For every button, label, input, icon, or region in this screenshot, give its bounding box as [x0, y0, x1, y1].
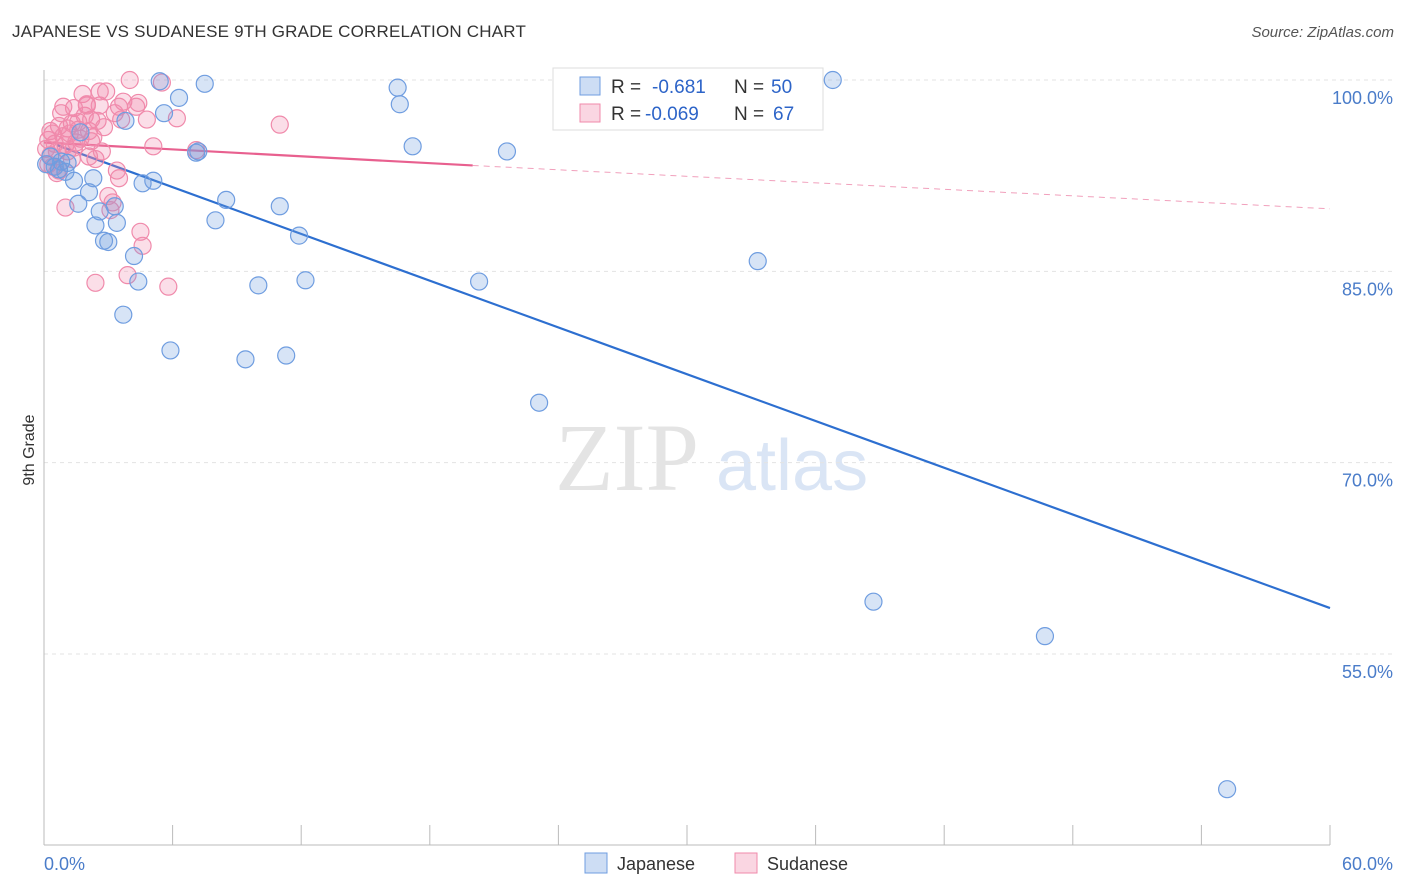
japanese-point: [52, 152, 71, 171]
japanese-point: [169, 88, 189, 107]
sudanese-point: [144, 137, 163, 156]
chart-source: Source: ZipAtlas.com: [1251, 24, 1394, 41]
watermark-atlas: atlas: [716, 426, 868, 506]
sudanese-point: [86, 273, 105, 292]
japanese-point: [530, 393, 549, 412]
trend-lines: [43, 141, 1331, 610]
sudanese-point: [43, 124, 62, 143]
legend-japanese-n-label: N =: [734, 77, 764, 98]
japanese-point: [86, 216, 105, 235]
legend-sudanese-n-label: N =: [734, 104, 764, 125]
japanese-point: [217, 190, 236, 210]
japanese-point: [99, 232, 118, 252]
tick-labels: 100.0% 85.0% 70.0% 55.0% 0.0% 60.0%: [44, 88, 1393, 874]
japanese-point: [133, 174, 152, 193]
japanese-point: [58, 153, 77, 173]
sudanese-point: [97, 82, 116, 101]
japanese-point: [748, 252, 767, 271]
japanese-point: [497, 142, 517, 161]
sudanese-point: [118, 266, 137, 285]
japanese-point: [1035, 627, 1055, 646]
legend-sudanese-r-value: -0.069: [645, 104, 699, 125]
sudanese-point: [129, 93, 148, 113]
x-tick-label-max: 60.0%: [1342, 854, 1393, 874]
chart-title: JAPANESE VS SUDANESE 9TH GRADE CORRELATI…: [12, 22, 527, 41]
japanese-point: [270, 197, 289, 216]
sudanese-point: [77, 95, 96, 114]
japanese-point: [249, 276, 268, 295]
japanese-point: [388, 78, 407, 97]
japanese-point: [114, 305, 133, 324]
x-tick-label-min: 0.0%: [44, 854, 85, 874]
sudanese-point: [270, 115, 289, 134]
series-legend-swatch-sudanese: [734, 852, 758, 874]
y-tick-label: 100.0%: [1332, 88, 1393, 108]
japanese-point: [277, 346, 296, 365]
japanese-point: [154, 104, 174, 123]
series-legend-swatch-japanese: [584, 852, 608, 874]
japanese-point: [289, 226, 309, 245]
sudanese-point: [109, 169, 129, 188]
japanese-point: [107, 213, 126, 232]
legend-swatch-sudanese: [579, 103, 601, 123]
series-legend-label-japanese: Japanese: [617, 854, 695, 874]
sudanese-point: [120, 70, 139, 90]
japanese-point: [864, 592, 883, 611]
japanese-point: [71, 123, 90, 142]
y-tick-label: 70.0%: [1342, 471, 1393, 491]
japanese-point: [823, 70, 842, 90]
japanese-point: [129, 272, 148, 291]
y-tick-label: 85.0%: [1342, 279, 1393, 299]
y-axis-title: 9th Grade: [21, 414, 38, 485]
japanese-trend-line: [56, 144, 1331, 610]
sudanese-point: [131, 222, 150, 241]
data-points: [37, 70, 1237, 799]
sudanese-trend-extension: [472, 164, 1331, 210]
sudanese-point: [90, 82, 109, 101]
japanese-point: [189, 142, 208, 161]
sudanese-point: [54, 97, 73, 116]
japanese-point: [403, 137, 422, 156]
axes: [43, 70, 1331, 846]
japanese-point: [41, 147, 60, 166]
japanese-point: [64, 171, 84, 190]
legend-japanese-r-label: R =: [611, 77, 641, 98]
japanese-point: [1218, 780, 1237, 799]
watermark-zip: ZIP: [555, 404, 699, 511]
japanese-point: [144, 171, 163, 190]
japanese-point: [469, 272, 489, 291]
japanese-point: [236, 350, 255, 369]
japanese-point: [195, 74, 214, 93]
stats-legend: R = -0.681 N = 50 R = -0.069 N = 67: [552, 67, 824, 131]
japanese-point: [116, 111, 135, 130]
legend-sudanese-r-label: R =: [611, 104, 641, 125]
japanese-point: [79, 183, 99, 202]
japanese-point: [124, 246, 144, 266]
legend-sudanese-n-value: 67: [773, 104, 794, 125]
sudanese-point: [94, 118, 114, 137]
series-legend: Japanese Sudanese: [584, 852, 848, 874]
japanese-point: [206, 211, 225, 230]
japanese-point: [105, 197, 124, 216]
japanese-point: [296, 271, 315, 290]
sudanese-point: [137, 110, 156, 129]
japanese-point: [150, 72, 169, 91]
legend-japanese-r-value: -0.681: [652, 77, 706, 98]
japanese-point: [390, 95, 409, 114]
y-tick-label: 55.0%: [1342, 662, 1393, 682]
japanese-point: [161, 341, 180, 360]
legend-swatch-japanese: [579, 76, 601, 96]
legend-japanese-n-value: 50: [771, 77, 792, 98]
japanese-point: [69, 194, 88, 213]
japanese-point: [84, 169, 103, 188]
sudanese-point: [159, 277, 178, 296]
series-legend-label-sudanese: Sudanese: [767, 854, 848, 874]
sudanese-trend-line: [43, 141, 473, 167]
